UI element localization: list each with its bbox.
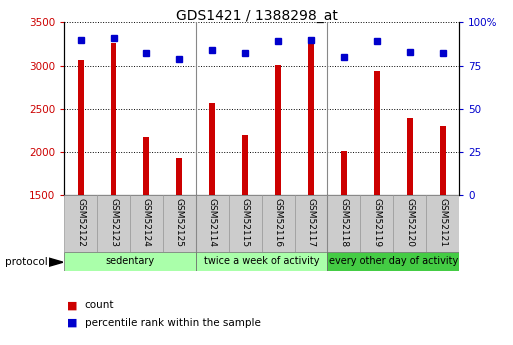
Text: ■: ■ — [67, 300, 77, 310]
Bar — [163, 195, 196, 252]
Text: GSM52118: GSM52118 — [340, 198, 348, 247]
Text: GSM52121: GSM52121 — [438, 198, 447, 247]
Text: GSM52117: GSM52117 — [306, 198, 315, 247]
Bar — [110, 43, 116, 195]
Bar — [242, 135, 248, 195]
Text: sedentary: sedentary — [105, 256, 154, 266]
Text: GSM52123: GSM52123 — [109, 198, 118, 247]
Bar — [77, 60, 84, 195]
Text: GSM52119: GSM52119 — [372, 198, 381, 247]
Text: GSM52116: GSM52116 — [273, 198, 283, 247]
Text: GSM52122: GSM52122 — [76, 198, 85, 247]
Text: protocol: protocol — [5, 257, 48, 267]
Bar — [229, 195, 262, 252]
Text: GSM52124: GSM52124 — [142, 198, 151, 247]
Bar — [360, 195, 393, 252]
Text: GSM52125: GSM52125 — [175, 198, 184, 247]
Bar — [275, 65, 281, 195]
Text: every other day of activity: every other day of activity — [329, 256, 458, 266]
Bar — [196, 195, 229, 252]
Bar — [97, 195, 130, 252]
Text: GSM52114: GSM52114 — [208, 198, 217, 247]
Bar — [393, 195, 426, 252]
Text: GSM52120: GSM52120 — [405, 198, 415, 247]
Bar — [209, 104, 215, 195]
Text: percentile rank within the sample: percentile rank within the sample — [85, 318, 261, 327]
Bar — [144, 137, 149, 195]
Bar — [64, 195, 97, 252]
Bar — [308, 37, 314, 195]
Text: GDS1421 / 1388298_at: GDS1421 / 1388298_at — [175, 9, 338, 23]
Bar — [407, 118, 413, 195]
Bar — [262, 195, 294, 252]
Bar — [294, 195, 327, 252]
Bar — [327, 195, 360, 252]
Bar — [440, 126, 446, 195]
Bar — [374, 71, 380, 195]
Bar — [196, 252, 327, 271]
Text: GSM52115: GSM52115 — [241, 198, 250, 247]
Bar — [327, 252, 459, 271]
Text: ■: ■ — [67, 318, 77, 327]
Bar — [64, 252, 196, 271]
Text: count: count — [85, 300, 114, 310]
Bar — [176, 158, 182, 195]
Text: twice a week of activity: twice a week of activity — [204, 256, 320, 266]
Bar — [341, 151, 347, 195]
Bar — [426, 195, 459, 252]
Polygon shape — [49, 258, 63, 266]
Bar — [130, 195, 163, 252]
